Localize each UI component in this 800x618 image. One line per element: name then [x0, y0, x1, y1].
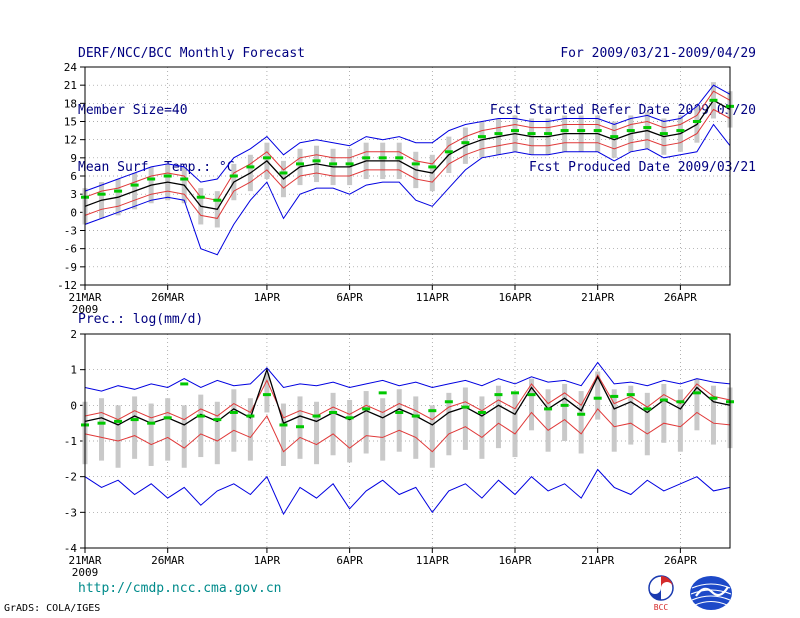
plus-std — [84, 90, 731, 201]
member-size-label: Member Size=40 — [78, 103, 188, 118]
svg-text:21MAR: 21MAR — [68, 291, 101, 304]
precip-panel-title: Prec.: log(mm/d) — [78, 312, 204, 327]
svg-text:6APR: 6APR — [336, 554, 363, 567]
svg-text:12: 12 — [64, 134, 77, 147]
fcst-produced-date-label: Fcst Produced Date 2009/03/21 — [529, 160, 756, 175]
minus-std — [84, 408, 731, 453]
svg-text:15: 15 — [64, 116, 77, 129]
svg-text:21: 21 — [64, 79, 77, 92]
svg-text:-4: -4 — [64, 542, 78, 555]
page-title: DERF/NCC/BCC Monthly Forecast — [78, 46, 305, 61]
cma-ncc-logo-script — [695, 586, 729, 597]
svg-text:-3: -3 — [64, 225, 77, 238]
svg-text:16APR: 16APR — [498, 291, 531, 304]
website-url: http://cmdp.ncc.cma.gov.cn — [78, 581, 282, 596]
svg-text:26MAR: 26MAR — [151, 554, 184, 567]
cma-ncc-logo — [690, 576, 732, 610]
svg-text:-12: -12 — [57, 279, 77, 292]
svg-text:2009: 2009 — [72, 303, 99, 316]
forecast-range-label: For 2009/03/21-2009/04/29 — [560, 46, 756, 61]
observation-markers — [81, 382, 734, 429]
ensemble-max — [84, 84, 731, 192]
svg-text:21APR: 21APR — [581, 554, 614, 567]
minus-std — [84, 108, 731, 219]
svg-text:-2: -2 — [64, 471, 77, 484]
svg-text:6: 6 — [70, 170, 77, 183]
svg-text:1APR: 1APR — [254, 291, 281, 304]
svg-text:1: 1 — [70, 364, 77, 377]
plus-std — [84, 373, 731, 421]
svg-text:2: 2 — [70, 328, 77, 341]
svg-text:16APR: 16APR — [498, 554, 531, 567]
ensemble-mean — [84, 367, 731, 426]
svg-text:11APR: 11APR — [416, 554, 449, 567]
svg-text:18: 18 — [64, 97, 77, 110]
ensemble-mean — [84, 99, 731, 211]
bcc-logo-swirl-blue — [649, 588, 661, 600]
svg-text:21APR: 21APR — [581, 291, 614, 304]
svg-text:26MAR: 26MAR — [151, 291, 184, 304]
svg-text:21MAR: 21MAR — [68, 554, 101, 567]
svg-text:0: 0 — [70, 399, 77, 412]
bcc-logo-swirl-red — [661, 576, 673, 588]
svg-text:-6: -6 — [64, 243, 77, 256]
svg-text:0: 0 — [70, 206, 77, 219]
svg-text:1APR: 1APR — [254, 554, 281, 567]
svg-text:-9: -9 — [64, 261, 77, 274]
bcc-logo: BCC — [648, 575, 674, 612]
svg-text:9: 9 — [70, 152, 77, 165]
spread-bars — [82, 82, 733, 228]
svg-text:26APR: 26APR — [664, 554, 697, 567]
spread-bars — [82, 371, 733, 468]
svg-text:-3: -3 — [64, 506, 77, 519]
grads-credit: GrADS: COLA/IGES — [4, 603, 101, 614]
svg-text:-1: -1 — [64, 435, 77, 448]
observation-markers — [81, 98, 734, 202]
bcc-logo-text: BCC — [654, 603, 669, 612]
svg-text:24: 24 — [64, 61, 78, 74]
cma-ncc-logo-globe — [690, 576, 732, 610]
ensemble-min — [84, 123, 731, 256]
ensemble-max — [84, 361, 731, 392]
ensemble-min — [84, 468, 731, 516]
svg-text:2009: 2009 — [72, 566, 99, 579]
svg-text:26APR: 26APR — [664, 291, 697, 304]
svg-text:6APR: 6APR — [336, 291, 363, 304]
svg-text:3: 3 — [70, 188, 77, 201]
svg-text:11APR: 11APR — [416, 291, 449, 304]
